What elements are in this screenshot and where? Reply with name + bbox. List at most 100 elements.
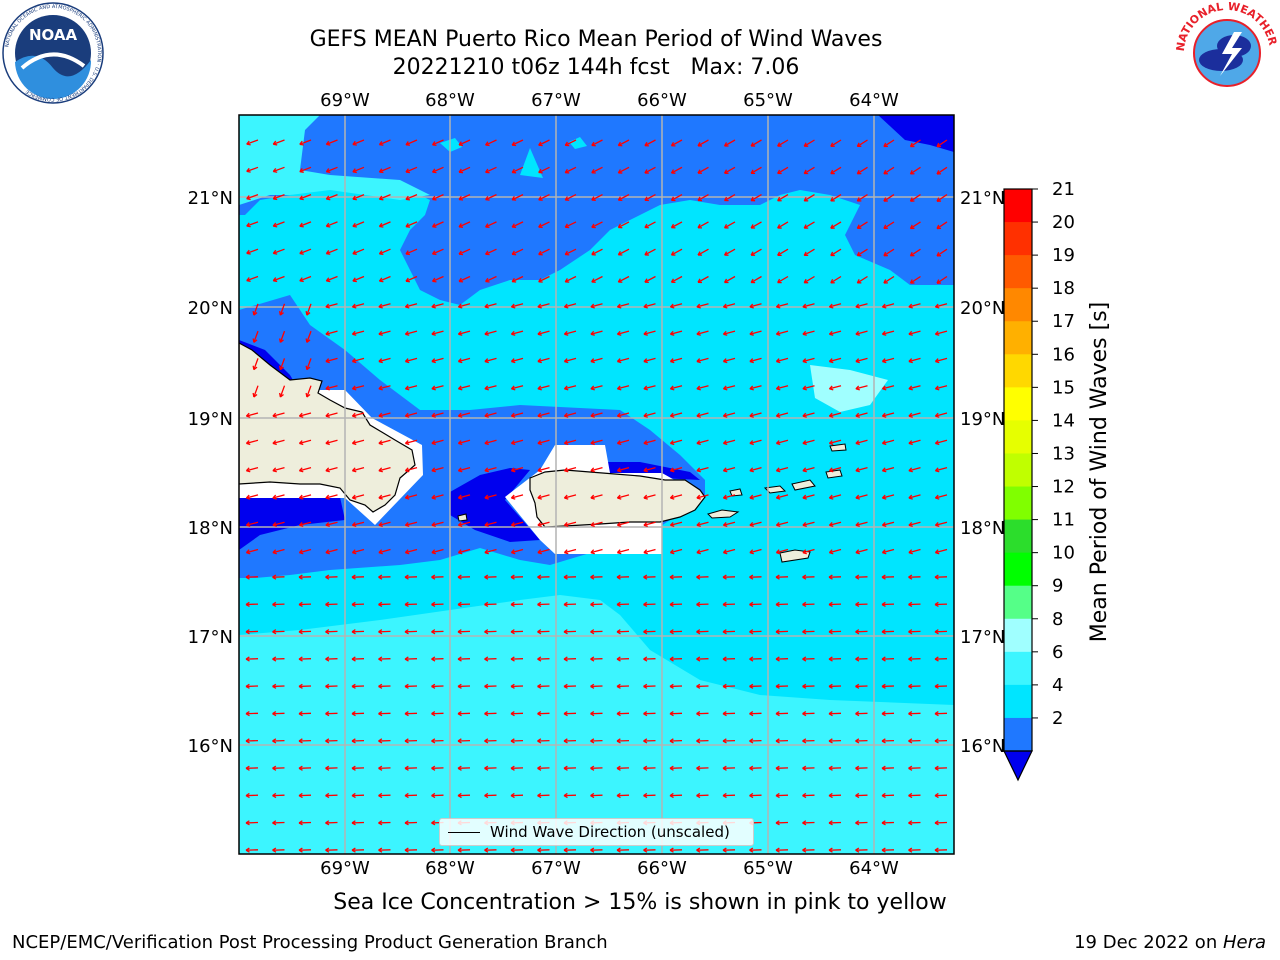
- wind-wave-arrowhead: [537, 601, 542, 608]
- wind-wave-arrowhead: [325, 656, 330, 662]
- wind-wave-arrow: [723, 466, 736, 472]
- wind-wave-arrowhead: [669, 494, 675, 500]
- wind-wave-arrow: [936, 275, 948, 284]
- wind-wave-arrow: [352, 303, 365, 308]
- wind-wave-arrowhead: [325, 521, 330, 528]
- wind-wave-arrowhead: [722, 549, 728, 555]
- wind-wave-arrow: [537, 439, 550, 445]
- wind-wave-arrowhead: [245, 820, 250, 826]
- lon-label: 65°W: [743, 90, 793, 111]
- wind-wave-arrowhead: [563, 303, 569, 309]
- wind-wave-arrowhead: [883, 169, 888, 175]
- wind-wave-arrow: [749, 303, 762, 308]
- colorbar-tick-label: 21: [1052, 179, 1075, 200]
- wind-wave-arrowhead: [378, 358, 383, 364]
- wind-wave-arrowhead: [457, 385, 463, 391]
- wind-wave-arrow: [564, 466, 577, 472]
- wind-wave-arrow: [670, 357, 683, 363]
- wind-wave-arrowhead: [908, 467, 913, 473]
- wind-wave-arrowhead: [696, 574, 701, 580]
- wind-wave-arrow: [883, 221, 895, 229]
- wind-wave-arrowhead: [431, 467, 436, 473]
- generation-date: 19 Dec 2022 on Hera: [1074, 932, 1266, 953]
- wind-wave-arrowhead: [351, 710, 356, 717]
- wind-wave-arrowhead: [775, 358, 781, 364]
- wind-wave-arrowhead: [484, 710, 489, 717]
- wind-wave-arrow: [405, 221, 418, 228]
- wind-wave-arrowhead: [351, 440, 357, 446]
- wind-wave-arrowhead: [616, 358, 622, 364]
- wind-wave-arrowhead: [616, 601, 621, 608]
- wind-wave-arrowhead: [484, 601, 489, 608]
- wind-wave-arrowhead: [777, 251, 782, 256]
- wind-wave-arrow: [405, 385, 418, 390]
- wind-wave-arrowhead: [484, 494, 489, 500]
- wind-wave-arrowhead: [564, 141, 570, 147]
- wind-wave-arrowhead: [696, 792, 701, 799]
- wind-wave-arrowhead: [908, 330, 913, 336]
- wind-wave-arrow: [643, 357, 656, 363]
- wind-wave-arrowhead: [723, 278, 729, 284]
- wind-wave-arrowhead: [591, 223, 596, 229]
- wind-wave-arrow: [564, 439, 577, 445]
- wind-wave-arrow: [749, 412, 762, 417]
- wind-wave-arrow: [537, 466, 550, 472]
- wind-wave-arrowhead: [537, 549, 542, 555]
- wind-wave-arrowhead: [298, 656, 303, 662]
- wind-wave-arrowhead: [272, 195, 278, 201]
- wind-wave-arrow: [405, 439, 418, 445]
- wind-wave-arrow: [908, 357, 921, 363]
- wind-wave-arrowhead: [828, 656, 833, 662]
- wind-wave-arrow: [882, 548, 895, 554]
- wind-wave-arrowhead: [616, 792, 621, 799]
- wind-wave-arrowhead: [934, 820, 939, 826]
- wind-wave-arrowhead: [378, 330, 383, 336]
- wind-wave-arrowhead: [750, 169, 756, 175]
- wind-wave-arrowhead: [855, 330, 860, 336]
- wind-wave-arrow: [511, 439, 524, 445]
- wind-wave-arrowhead: [803, 169, 809, 175]
- wind-wave-arrowhead: [590, 330, 595, 336]
- wind-wave-arrow: [618, 166, 630, 174]
- wind-wave-arrowhead: [802, 656, 807, 662]
- wind-wave-arrowhead: [934, 385, 940, 391]
- wind-wave-arrow: [378, 412, 391, 417]
- wind-wave-arrow: [644, 139, 656, 147]
- wind-wave-arrow: [458, 439, 471, 445]
- machine-name: Hera: [1222, 932, 1266, 953]
- wind-wave-arrow: [432, 248, 444, 255]
- wind-wave-arrowhead: [643, 710, 648, 717]
- wind-wave-arrowhead: [245, 521, 251, 528]
- wind-wave-arrowhead: [590, 521, 595, 528]
- wind-wave-arrowhead: [775, 412, 781, 418]
- wind-wave-arrow: [352, 412, 365, 417]
- wind-wave-arrowhead: [723, 142, 729, 147]
- wind-wave-arrow: [617, 548, 630, 554]
- colorbar-tick-label: 13: [1052, 443, 1075, 464]
- wind-wave-arrowhead: [352, 140, 357, 146]
- wind-wave-arrowhead: [245, 765, 250, 771]
- wind-wave-arrow: [511, 221, 524, 228]
- wind-wave-arrowhead: [484, 467, 489, 473]
- wind-wave-arrow: [273, 166, 285, 173]
- wind-wave-arrow: [723, 548, 736, 554]
- wind-wave-arrowhead: [722, 792, 727, 799]
- wind-wave-arrow: [326, 221, 338, 227]
- wind-wave-arrow: [617, 330, 630, 335]
- colorbar-segment: [1004, 453, 1032, 488]
- wind-wave-arrowhead: [670, 223, 676, 229]
- wind-wave-arrowhead: [458, 141, 464, 147]
- wind-wave-arrow: [405, 303, 418, 308]
- wind-wave-arrow: [670, 303, 683, 308]
- colorbar-segment: [1004, 486, 1032, 521]
- wind-wave-arrowhead: [272, 792, 277, 799]
- wind-wave-arrowhead: [351, 820, 356, 826]
- wind-wave-arrowhead: [591, 196, 596, 201]
- wind-wave-arrow: [458, 248, 471, 255]
- wind-wave-arrowhead: [828, 574, 833, 580]
- colorbar-segment: [1004, 618, 1032, 653]
- wind-wave-arrowhead: [775, 710, 780, 717]
- wind-wave-arrowhead: [669, 303, 675, 309]
- wind-wave-arrow: [272, 412, 285, 417]
- wind-wave-arrow: [829, 303, 842, 308]
